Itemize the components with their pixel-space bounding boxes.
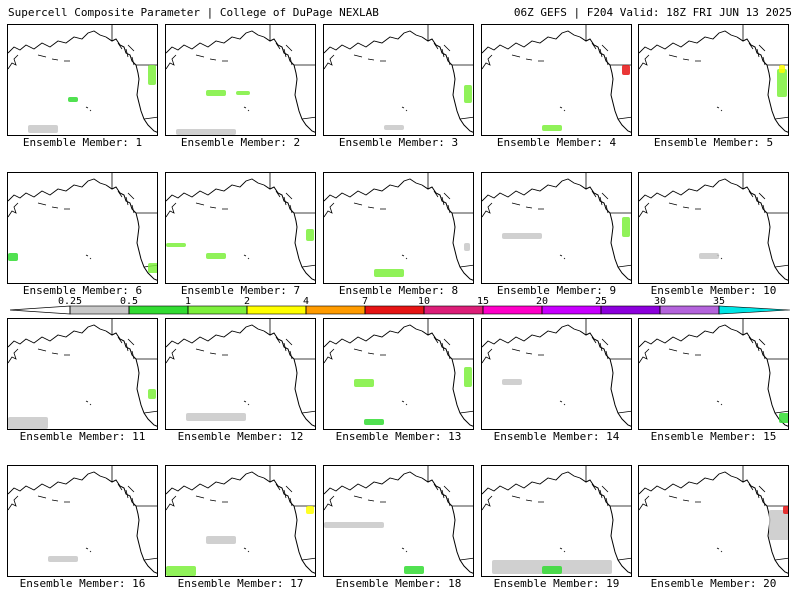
colorbar-segment (364, 305, 425, 315)
ensemble-member-label: Ensemble Member: 15 (650, 430, 777, 443)
ensemble-member-map (7, 318, 158, 430)
colorbar-tick-label: 7 (362, 296, 368, 307)
product-title: Supercell Composite Parameter | College … (8, 6, 379, 19)
colorbar-tick-label: 15 (477, 296, 489, 307)
colorbar-tick-label: 20 (536, 296, 548, 307)
ensemble-member-map (7, 465, 158, 577)
colorbar-tick-label: 1 (185, 296, 191, 307)
ensemble-member-map (323, 465, 474, 577)
colorbar-tick-label: 0.25 (58, 296, 82, 307)
ensemble-member-map (165, 172, 316, 284)
ensemble-member-map (638, 24, 789, 136)
ensemble-member-label: Ensemble Member: 4 (496, 136, 617, 149)
colorbar-tick-label: 30 (654, 296, 666, 307)
colorbar-segment (305, 305, 366, 315)
colorbar-segment (482, 305, 543, 315)
header: Supercell Composite Parameter | College … (0, 0, 800, 22)
colorbar-tick-label: 35 (713, 296, 725, 307)
ensemble-member-map (7, 172, 158, 284)
ensemble-member-map (638, 465, 789, 577)
ensemble-member-map (638, 172, 789, 284)
ensemble-member-label: Ensemble Member: 19 (493, 577, 620, 590)
colorbar-segment (187, 305, 248, 315)
ensemble-member-label: Ensemble Member: 13 (335, 430, 462, 443)
colorbar-low-arrow (10, 305, 71, 315)
ensemble-member-label: Ensemble Member: 12 (177, 430, 304, 443)
colorbar-tick-label: 25 (595, 296, 607, 307)
run-info: 06Z GEFS | F204 Valid: 18Z FRI JUN 13 20… (513, 6, 792, 19)
colorbar-segment (600, 305, 661, 315)
ensemble-member-label: Ensemble Member: 10 (650, 284, 777, 297)
ensemble-member-map (323, 318, 474, 430)
ensemble-member-map (481, 24, 632, 136)
ensemble-member-label: Ensemble Member: 3 (338, 136, 459, 149)
colorbar-tick-label: 10 (418, 296, 430, 307)
ensemble-member-map (165, 465, 316, 577)
colorbar-high-arrow (718, 305, 790, 315)
colorbar-tick-label: 0.5 (120, 296, 138, 307)
ensemble-member-label: Ensemble Member: 18 (335, 577, 462, 590)
ensemble-member-label: Ensemble Member: 7 (180, 284, 301, 297)
colorbar-tick-label: 2 (244, 296, 250, 307)
ensemble-member-map (638, 318, 789, 430)
colorbar-segment (541, 305, 602, 315)
ensemble-member-label: Ensemble Member: 11 (19, 430, 146, 443)
ensemble-member-label: Ensemble Member: 1 (22, 136, 143, 149)
ensemble-member-map (323, 172, 474, 284)
ensemble-member-map (481, 172, 632, 284)
ensemble-member-label: Ensemble Member: 20 (650, 577, 777, 590)
ensemble-member-label: Ensemble Member: 14 (493, 430, 620, 443)
colorbar-tick-label: 4 (303, 296, 309, 307)
colorbar-segment (128, 305, 189, 315)
colorbar-segment (246, 305, 307, 315)
colorbar-segment (69, 305, 130, 315)
ensemble-member-map (165, 318, 316, 430)
ensemble-member-map (481, 318, 632, 430)
ensemble-member-map (165, 24, 316, 136)
ensemble-member-label: Ensemble Member: 8 (338, 284, 459, 297)
ensemble-member-map (323, 24, 474, 136)
color-scale-legend: 0.25 0.5 1 2 4 7 10 15 20 25 30 35 (10, 296, 790, 315)
ensemble-member-label: Ensemble Member: 5 (653, 136, 774, 149)
ensemble-member-label: Ensemble Member: 9 (496, 284, 617, 297)
ensemble-member-label: Ensemble Member: 2 (180, 136, 301, 149)
ensemble-member-map (481, 465, 632, 577)
colorbar-segment (423, 305, 484, 315)
ensemble-member-map (7, 24, 158, 136)
ensemble-member-label: Ensemble Member: 6 (22, 284, 143, 297)
colorbar-segment (659, 305, 720, 315)
ensemble-member-label: Ensemble Member: 17 (177, 577, 304, 590)
ensemble-member-label: Ensemble Member: 16 (19, 577, 146, 590)
